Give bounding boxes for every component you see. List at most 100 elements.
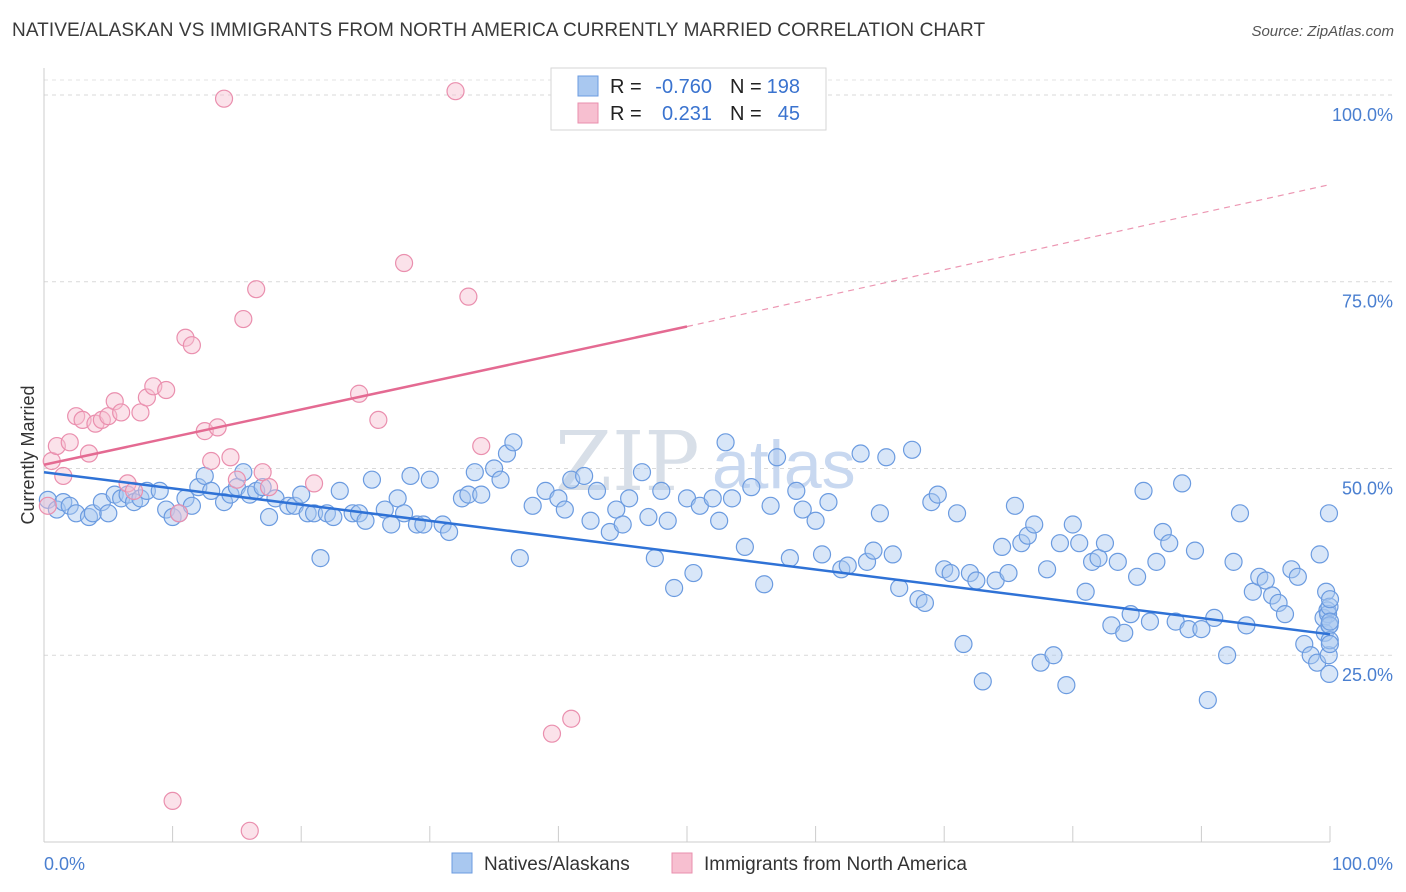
scatter-point — [710, 511, 729, 530]
scatter-point — [60, 433, 79, 452]
scatter-point — [575, 466, 594, 486]
scatter-point — [1319, 504, 1339, 523]
scatter-point — [157, 380, 176, 400]
scatter-point — [99, 504, 118, 523]
scatter-point — [388, 489, 407, 508]
scatter-point — [607, 500, 626, 519]
scatter-point — [202, 481, 221, 500]
scatter-point — [1320, 590, 1340, 609]
scatter-point — [1185, 541, 1205, 560]
trend-line-immigrants-extension — [686, 184, 1331, 328]
watermark: ZIP atlas — [555, 415, 856, 510]
scatter-point — [446, 82, 465, 101]
scatter-point — [1224, 552, 1243, 571]
scatter-point — [1108, 552, 1127, 571]
scatter-point — [857, 552, 877, 571]
scatter-point — [542, 724, 562, 743]
scatter-point — [330, 481, 349, 500]
y-tick-labels: 25.0% 50.0% 75.0% 100.0% — [1332, 105, 1393, 685]
legend-n-label-immigrants: N = — [730, 103, 762, 125]
scatter-point — [1295, 634, 1314, 654]
scatter-point — [472, 485, 491, 504]
trend-line-immigrants — [43, 325, 688, 466]
scatter-point — [1320, 612, 1340, 631]
legend-swatch-natives — [577, 75, 599, 97]
scatter-point — [684, 563, 703, 583]
scatter-point — [131, 489, 150, 508]
scatter-point — [182, 336, 201, 355]
y-tick-label: 75.0% — [1342, 292, 1393, 312]
scatter-point — [812, 545, 832, 564]
legend-r-label-immigrants: R = — [610, 103, 642, 125]
scatter-point — [1301, 646, 1320, 665]
scatter-point — [491, 470, 510, 489]
scatter-point — [735, 537, 754, 557]
scatter-point — [967, 571, 986, 590]
trend-lines — [43, 184, 1331, 636]
axes — [43, 68, 1331, 843]
scatter-point — [806, 511, 825, 530]
scatter-point — [620, 489, 639, 508]
scatter-point — [755, 575, 774, 594]
scatter-point — [247, 280, 266, 299]
scatter-point — [1115, 623, 1134, 642]
scatter-point — [234, 463, 253, 482]
scatter-point — [202, 451, 221, 471]
scatter-point — [1018, 526, 1037, 545]
scatter-point — [1269, 593, 1288, 613]
scatter-point — [137, 388, 156, 407]
scatter-point — [253, 463, 272, 482]
chart-title: NATIVE/ALASKAN VS IMMIGRANTS FROM NORTH … — [12, 20, 986, 41]
scatter-point — [1288, 567, 1307, 586]
scatter-point — [928, 485, 947, 504]
scatter-point — [890, 578, 909, 598]
scatter-point — [1127, 567, 1147, 586]
scatter-point — [915, 593, 935, 613]
scatter-point — [1089, 549, 1108, 568]
bottom-legend-label-immigrants: Immigrants from North America — [704, 854, 967, 875]
scatter-point — [1282, 560, 1301, 579]
scatter-point — [465, 463, 484, 482]
scatter-point — [1005, 496, 1025, 515]
x-tick-label-min: 0.0% — [44, 854, 85, 874]
scatter-point — [362, 470, 382, 489]
x-tick-label-max: 100.0% — [1332, 854, 1393, 874]
scatter-point — [1198, 690, 1217, 710]
scatter-point — [304, 504, 324, 523]
scatter-point — [497, 444, 517, 463]
scatter-point — [420, 470, 439, 489]
scatter-point — [555, 500, 574, 519]
y-axis-title: Currently Married — [18, 385, 38, 524]
legend-r-label-natives: R = — [610, 76, 642, 98]
legend-r-value-natives: -0.760 — [655, 76, 712, 98]
scatter-point — [176, 328, 195, 347]
scatter-point — [105, 392, 124, 411]
scatter-point — [485, 459, 504, 478]
scatter-point — [652, 481, 671, 500]
scatter-point — [369, 410, 388, 430]
legend-n-value-natives: 198 — [767, 76, 800, 98]
scatter-point — [864, 541, 883, 560]
scatter-point — [214, 492, 234, 512]
scatter-point — [1256, 571, 1275, 590]
scatter-point — [787, 481, 806, 500]
scatter-point — [394, 253, 414, 273]
scatter-point — [780, 549, 799, 568]
scatter-point — [163, 791, 182, 811]
scatter-point — [973, 672, 992, 691]
scatter-point — [902, 440, 922, 459]
legend-box: R = -0.760 N = 198 R = 0.231 N = 45 — [550, 67, 827, 131]
scatter-point — [1147, 552, 1166, 571]
scatter-point — [562, 709, 581, 728]
bottom-legend-swatch-natives — [451, 852, 473, 874]
scatter-point — [131, 403, 150, 422]
scatter-point — [1134, 481, 1153, 500]
scatter-point — [1070, 534, 1089, 553]
scatter-point — [581, 511, 600, 530]
scatter-point — [922, 492, 941, 512]
scatter-point — [504, 433, 523, 452]
scatter-point — [234, 309, 253, 329]
scatter-point — [459, 287, 478, 306]
scatter-point — [1320, 634, 1339, 654]
